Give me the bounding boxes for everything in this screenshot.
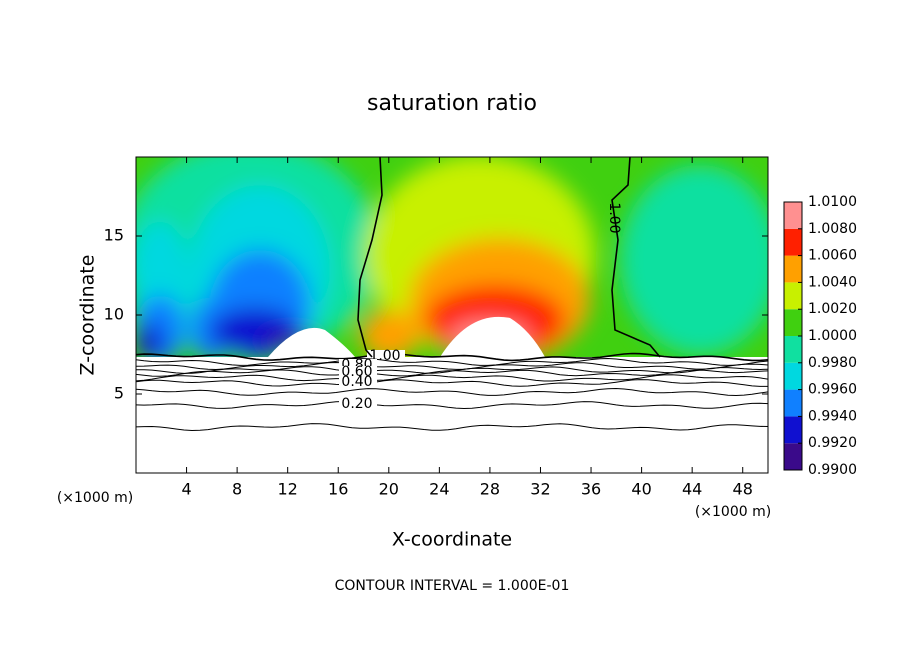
footnote: CONTOUR INTERVAL = 1.000E-01	[335, 578, 570, 594]
colorbar-tick-label: 1.0040	[808, 274, 857, 290]
colorbar-tick-label: 0.9900	[808, 462, 857, 478]
contour-line	[136, 352, 768, 362]
x-tick-label: 12	[278, 480, 298, 499]
x-tick-label: 16	[328, 480, 348, 499]
colorbar-band	[784, 228, 802, 256]
x-tick-label: 4	[181, 480, 191, 499]
contour-label: 0.20	[341, 396, 372, 412]
colorbar: 1.0100 1.0080 1.0060 1.0040 1.0020 1.0000 0.99…	[783, 194, 857, 478]
y-tick-label: 5	[114, 384, 124, 403]
x-tick-label: 40	[631, 480, 651, 499]
x-unit: (×1000 m)	[57, 490, 133, 506]
colorbar-band	[784, 255, 802, 283]
contour-line	[136, 369, 768, 377]
colorbar-tick-label: 1.0060	[808, 248, 857, 264]
x-tick-label: 36	[581, 480, 601, 499]
colorbar-tick-label: 0.9980	[808, 355, 857, 371]
x-tick-label: 28	[480, 480, 500, 499]
colorbar-tick-label: 0.9920	[808, 435, 857, 451]
contour-label-bg	[339, 366, 377, 379]
colorbar-band	[784, 389, 802, 417]
colorbar-band	[784, 362, 802, 390]
y-tick-label: 10	[104, 305, 124, 324]
colorbar-band	[784, 282, 802, 310]
x-tick-label: 20	[379, 480, 399, 499]
colorbar-tick-label: 1.0100	[808, 194, 857, 210]
x-tick-label: 48	[733, 480, 753, 499]
contour-line	[611, 157, 661, 358]
field-blob	[136, 324, 164, 360]
contour-line	[357, 157, 383, 358]
contour-label: 0.40	[341, 374, 372, 390]
contour-line	[136, 374, 768, 382]
x-tick-label: 44	[682, 480, 702, 499]
contour-label-bg	[339, 398, 377, 411]
x-tick-label: 32	[530, 480, 550, 499]
contour-label-bg	[339, 376, 377, 389]
contour-line	[136, 361, 768, 371]
contour-label: 1.00	[606, 202, 622, 233]
y-tick-label: 15	[104, 226, 124, 245]
colorbar-band	[784, 336, 802, 363]
x-tick-label: 8	[232, 480, 242, 499]
field-blob	[620, 165, 768, 355]
contour-line	[136, 400, 768, 410]
colorbar-tick-label: 1.0020	[808, 301, 857, 317]
contour-label: 1.00	[369, 348, 400, 364]
y-unit: (×1000 m)	[695, 504, 771, 520]
colorbar-tick-label: 0.9960	[808, 382, 857, 398]
x-tick-label: 24	[429, 480, 449, 499]
colorbar-band	[784, 416, 802, 444]
contour-line	[136, 379, 768, 387]
y-axis-label: Z-coordinate	[77, 255, 99, 376]
colorbar-tick-label: 0.9940	[808, 408, 857, 424]
contours: 1.000.800.600.400.201.00	[136, 157, 768, 432]
field-blob	[360, 310, 420, 360]
contour-line	[136, 387, 768, 397]
colorbar-tick-label: 1.0080	[808, 221, 857, 237]
contour-line	[136, 423, 768, 432]
colorbar-band	[784, 309, 802, 336]
chart-title: saturation ratio	[367, 91, 537, 116]
field	[136, 157, 768, 473]
colorbar-band	[784, 202, 802, 229]
colorbar-tick-label: 1.0000	[808, 328, 857, 344]
colorbar-band	[784, 443, 802, 470]
contour-line	[136, 357, 768, 366]
x-axis-label: X-coordinate	[392, 529, 512, 551]
terrain	[136, 316, 768, 473]
field-blobs	[136, 157, 768, 365]
